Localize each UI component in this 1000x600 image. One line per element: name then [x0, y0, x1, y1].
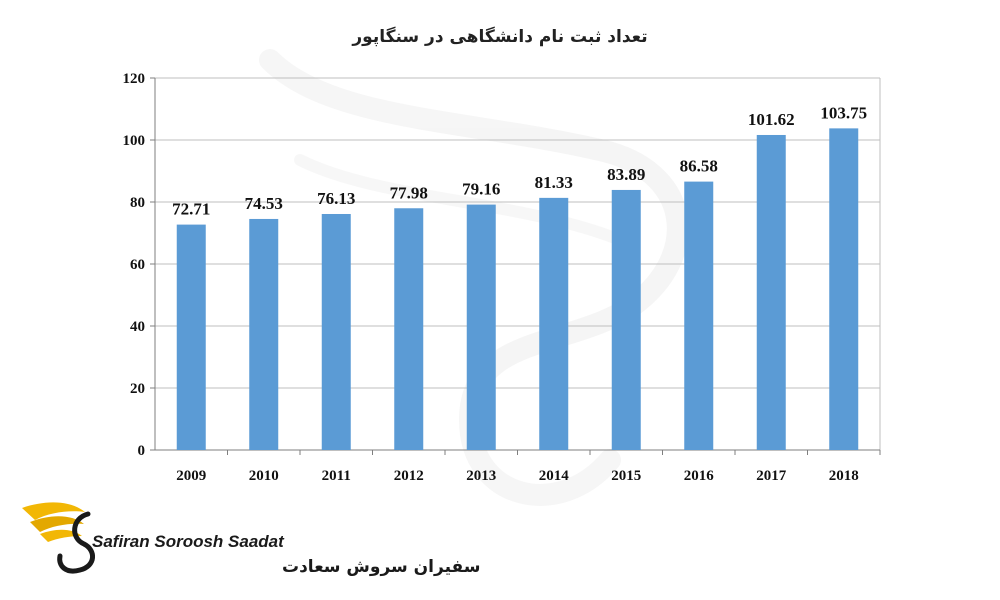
x-tick-label-2015: 2015 — [611, 468, 641, 484]
bar-2011 — [321, 213, 351, 450]
y-tick-label: 40 — [130, 319, 145, 335]
y-tick-label: 120 — [123, 71, 146, 87]
bar-2018 — [829, 128, 859, 450]
data-label-2018: 103.75 — [820, 103, 867, 122]
y-tick-label: 100 — [123, 133, 146, 149]
x-tick-label-2009: 2009 — [176, 468, 206, 484]
bar-2013 — [466, 204, 496, 450]
brand-name-english: Safiran Soroosh Saadat — [92, 532, 285, 551]
x-axis-ticks: 2009 2010 2011 2012 2013 2014 2015 2016 2017 2018 — [176, 450, 881, 484]
y-tick-label: 0 — [138, 443, 146, 459]
winged-s-logo-icon — [22, 502, 95, 574]
bars — [176, 128, 859, 451]
data-label-2014: 81.33 — [535, 173, 573, 192]
data-label-2011: 76.13 — [317, 189, 355, 208]
data-label-2012: 77.98 — [390, 183, 428, 202]
x-tick-label-2011: 2011 — [322, 468, 351, 484]
bar-2014 — [539, 197, 569, 450]
bar-2009 — [176, 224, 206, 450]
data-label-2013: 79.16 — [462, 180, 500, 199]
x-tick-label-2017: 2017 — [756, 468, 787, 484]
data-labels: 72.71 74.53 76.13 77.98 79.16 81.33 83.89 86.58… — [172, 103, 867, 218]
data-label-2016: 86.58 — [680, 157, 718, 176]
x-tick-label-2010: 2010 — [249, 468, 279, 484]
y-axis-ticks: 0 20 40 60 80 100 120 — [123, 71, 155, 459]
bar-2010 — [249, 218, 279, 450]
bar-2012 — [394, 208, 424, 450]
y-tick-label: 80 — [130, 195, 145, 211]
data-label-2017: 101.62 — [748, 110, 795, 129]
data-label-2015: 83.89 — [607, 165, 645, 184]
y-tick-label: 60 — [130, 257, 145, 273]
chart-title: تعداد ثبت نام دانشگاهی در سنگاپور — [351, 26, 647, 47]
data-label-2009: 72.71 — [172, 200, 210, 219]
x-tick-label-2018: 2018 — [829, 468, 859, 484]
brand-logo: Safiran Soroosh Saadat سفیران سروش سعادت — [22, 502, 480, 577]
x-tick-label-2014: 2014 — [539, 468, 570, 484]
y-tick-label: 20 — [130, 381, 145, 397]
x-tick-label-2016: 2016 — [684, 468, 715, 484]
x-tick-label-2013: 2013 — [466, 468, 496, 484]
bar-2017 — [756, 134, 786, 450]
data-label-2010: 74.53 — [245, 194, 283, 213]
bar-2015 — [611, 189, 641, 451]
brand-name-persian: سفیران سروش سعادت — [282, 557, 480, 577]
x-tick-label-2012: 2012 — [394, 468, 424, 484]
bar-2016 — [684, 181, 714, 451]
